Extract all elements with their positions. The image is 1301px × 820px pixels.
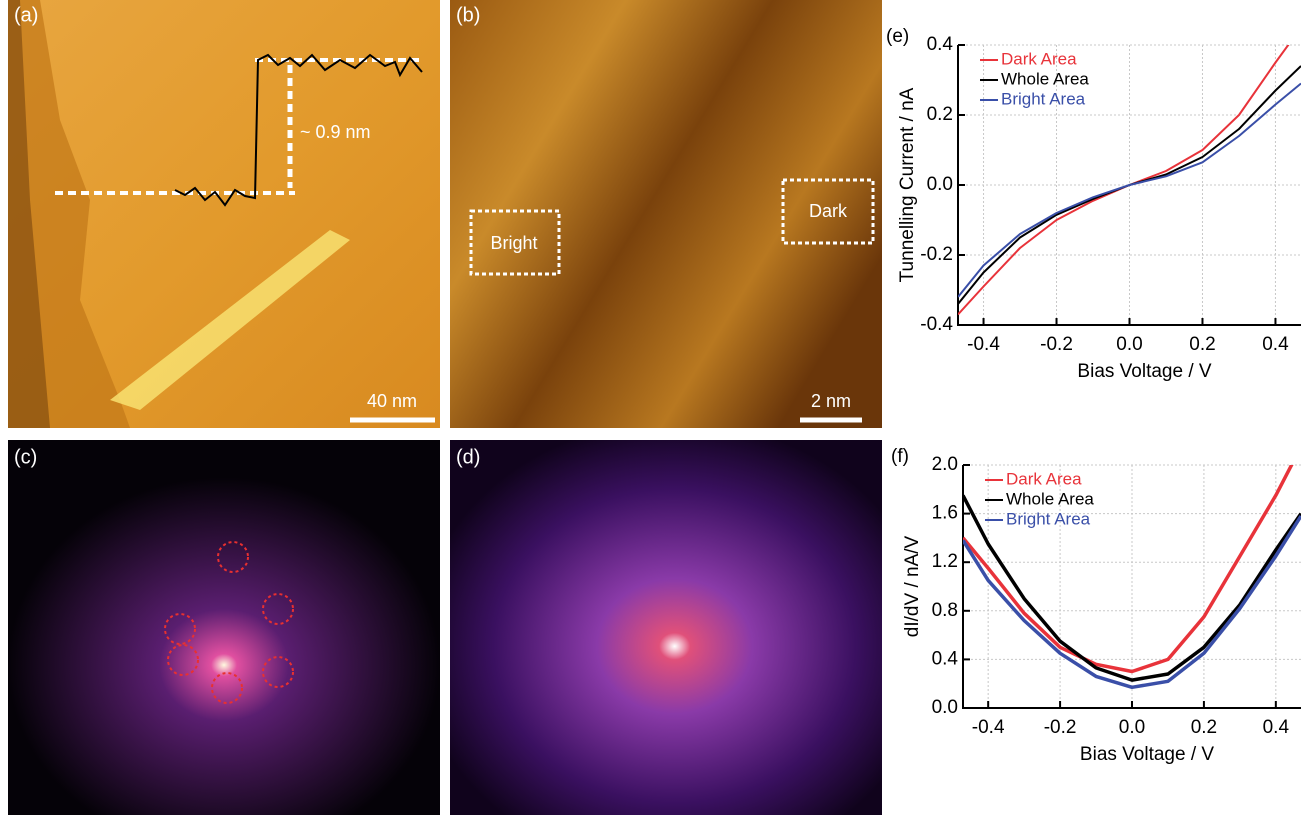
x-axis-label: Bias Voltage / V — [1080, 744, 1214, 765]
legend-label: Whole Area — [1006, 489, 1094, 508]
x-tick-label: 0.0 — [1119, 717, 1145, 738]
scale-bar: 2 nm — [811, 391, 851, 411]
data-line — [958, 82, 1301, 298]
image-b: (b) Bright Dark 2 nm — [450, 0, 882, 428]
data-line — [963, 494, 1301, 682]
panel-label: (f) — [891, 446, 909, 467]
y-tick-label: 0.2 — [927, 104, 953, 125]
plot-area — [963, 465, 1301, 690]
data-line — [963, 515, 1301, 690]
y-axis-label: dI/dV / nA/V — [902, 535, 923, 637]
plot-area — [958, 45, 1301, 316]
y-tick-label: 0.4 — [932, 648, 959, 669]
y-tick-label: 0.0 — [927, 174, 953, 195]
x-tick-label: 0.2 — [1191, 717, 1217, 738]
x-tick-label: -0.4 — [967, 334, 1000, 355]
panel-label: (b) — [456, 4, 480, 26]
x-tick-label: -0.2 — [1044, 717, 1077, 738]
x-tick-label: 0.0 — [1116, 334, 1142, 355]
image-a: (a) ~ 0.9 nm 40 nm — [8, 0, 440, 428]
image-d: (d) — [450, 440, 882, 815]
x-tick-label: 0.2 — [1189, 334, 1215, 355]
y-tick-label: 1.6 — [932, 503, 958, 524]
panel-label: (a) — [14, 4, 38, 26]
y-tick-label: -0.2 — [920, 244, 953, 265]
legend-label: Bright Area — [1001, 89, 1086, 108]
panel-label: (e) — [886, 26, 909, 47]
x-axis-label: Bias Voltage / V — [1077, 361, 1211, 382]
legend-label: Dark Area — [1006, 469, 1082, 488]
x-tick-label: -0.4 — [972, 717, 1005, 738]
step-height: ~ 0.9 nm — [300, 122, 371, 142]
y-tick-label: 2.0 — [932, 454, 958, 475]
x-tick-label: 0.4 — [1263, 717, 1290, 738]
image-c: (c) — [8, 440, 440, 815]
y-axis-label: Tunnelling Current / nA — [897, 87, 918, 282]
region-label: Bright — [490, 233, 537, 253]
x-tick-label: -0.2 — [1040, 334, 1073, 355]
y-tick-label: -0.4 — [920, 314, 953, 335]
axis-frame — [957, 45, 1301, 326]
y-tick-label: 0.0 — [932, 697, 958, 718]
y-tick-label: 0.4 — [927, 34, 954, 55]
axis-frame — [962, 465, 1301, 709]
region-label: Dark — [809, 201, 848, 221]
legend-label: Bright Area — [1006, 509, 1091, 528]
legend-label: Whole Area — [1001, 69, 1089, 88]
x-tick-label: 0.4 — [1262, 334, 1289, 355]
panel-label: (c) — [14, 446, 37, 468]
y-tick-label: 0.8 — [932, 600, 958, 621]
y-tick-label: 1.2 — [932, 551, 958, 572]
legend-label: Dark Area — [1001, 49, 1077, 68]
data-line — [963, 465, 1294, 674]
panel-label: (d) — [456, 446, 480, 468]
scale-bar: 40 nm — [367, 391, 417, 411]
